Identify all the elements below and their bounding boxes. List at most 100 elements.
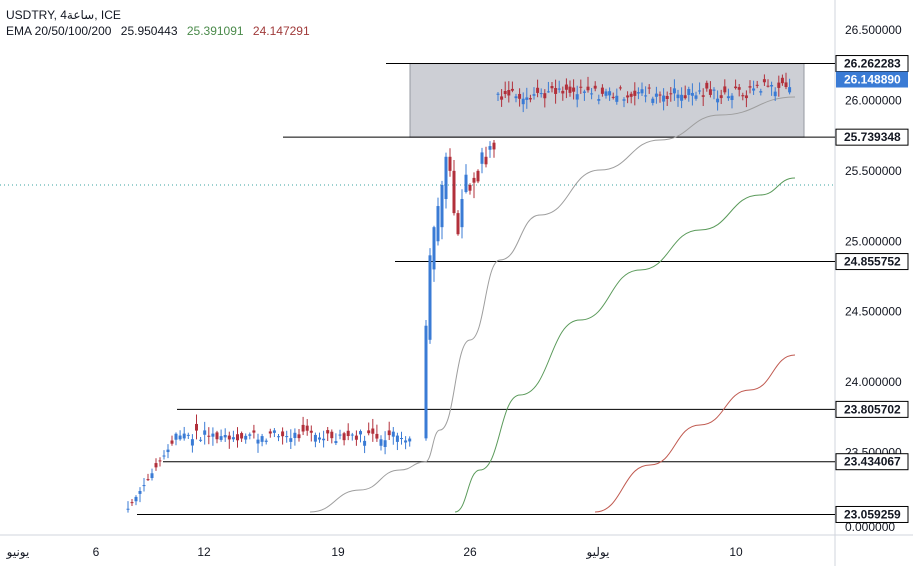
candle-body — [521, 98, 525, 105]
range-zone — [409, 63, 805, 138]
candle-body — [207, 435, 211, 437]
candle-body — [712, 89, 716, 91]
candle-body — [379, 439, 383, 446]
candle-body — [788, 87, 792, 93]
candle-body — [330, 431, 334, 439]
candle-body — [460, 199, 464, 228]
candle-body — [554, 88, 558, 94]
candle-body — [289, 438, 293, 442]
candle-body — [572, 87, 576, 92]
candle-body — [539, 93, 543, 95]
candle-body — [367, 430, 371, 434]
symbol-line[interactable]: USDTRY, 4ساعة, ICE — [6, 7, 316, 23]
candle-body — [626, 95, 630, 98]
x-tick-label: يونيو — [6, 545, 30, 559]
candle-body — [647, 87, 651, 89]
candle-body — [716, 98, 720, 103]
candle-body — [690, 92, 694, 96]
candle-body — [687, 88, 691, 95]
candle-body — [561, 90, 565, 94]
candle-body — [672, 88, 676, 94]
candle-body — [770, 84, 774, 87]
level-price-box — [835, 128, 909, 146]
candle-body — [260, 436, 264, 442]
candle-body — [350, 434, 354, 436]
candle-body — [476, 170, 480, 182]
candle-body — [211, 433, 215, 437]
last-price-box — [836, 71, 908, 88]
candle-body — [640, 89, 644, 94]
candle-body — [240, 433, 244, 439]
candle-body — [227, 435, 231, 440]
candle-body — [528, 98, 532, 100]
candle-body — [126, 508, 130, 510]
candle-body — [582, 91, 586, 93]
candle-body — [404, 440, 408, 443]
symbol-label[interactable]: USDTRY, 4ساعة, ICE — [6, 8, 121, 22]
candle-body — [424, 325, 428, 439]
candle-body — [773, 91, 777, 97]
candle-body — [680, 94, 684, 101]
candle-body — [436, 206, 440, 242]
candle-body — [734, 86, 738, 89]
candle-body — [579, 86, 583, 88]
candle-body — [334, 441, 338, 444]
candle-body — [586, 86, 590, 91]
candle-body — [178, 435, 182, 440]
candle-body — [268, 431, 272, 434]
candle-body — [629, 93, 633, 97]
candle-body — [195, 423, 198, 431]
candle-body — [252, 430, 256, 433]
candle-body — [564, 84, 568, 90]
candle-body — [130, 502, 134, 504]
level-price-label: 25.739348 — [844, 130, 901, 144]
candle-body — [186, 434, 190, 436]
candle-body — [484, 156, 488, 165]
candle-body — [231, 437, 235, 440]
ema-line[interactable]: EMA 20/50/100/200 25.950443 25.391091 24… — [6, 23, 316, 39]
last-price-label: 26.148890 — [844, 73, 901, 87]
candle-body — [665, 95, 669, 99]
candle-body — [500, 96, 504, 100]
candle-body — [383, 440, 387, 447]
candle-body — [301, 424, 305, 432]
candle-body — [518, 93, 522, 99]
y-tick-label: 26.000000 — [845, 93, 902, 107]
candle-body — [318, 437, 321, 440]
y-tick-label: 25.000000 — [845, 234, 902, 248]
candle-body — [281, 431, 285, 437]
ema20-value: 25.950443 — [120, 24, 178, 38]
candle-body — [492, 142, 496, 150]
candle-body — [759, 91, 763, 93]
candle-body — [694, 95, 698, 99]
candle-body — [705, 82, 709, 89]
candle-body — [190, 439, 194, 446]
level-price-label: 26.262283 — [844, 57, 901, 71]
candle-body — [611, 96, 615, 98]
candle-body — [597, 99, 601, 101]
chart-legend: USDTRY, 4ساعة, ICE EMA 20/50/100/200 25.… — [6, 7, 316, 39]
candle-body — [387, 430, 391, 436]
candle-body — [708, 89, 712, 95]
candle-body — [371, 428, 375, 434]
candle-body — [618, 87, 622, 89]
candle-body — [395, 435, 399, 442]
candle-body — [256, 439, 260, 444]
candle-body — [464, 174, 468, 192]
candle-body — [730, 95, 734, 101]
candle-body — [305, 425, 309, 431]
level-price-label: 24.855752 — [844, 255, 901, 269]
candle-body — [170, 440, 174, 444]
candle-body — [468, 184, 472, 191]
candle-body — [503, 91, 507, 95]
candle-body — [510, 88, 514, 91]
candle-body — [604, 91, 608, 96]
candle-body — [277, 436, 280, 438]
x-tick-label: 19 — [331, 545, 345, 559]
candle-body — [683, 95, 687, 99]
candle-body — [363, 440, 367, 446]
x-tick-label: 6 — [93, 545, 100, 559]
candle-body — [615, 95, 619, 102]
